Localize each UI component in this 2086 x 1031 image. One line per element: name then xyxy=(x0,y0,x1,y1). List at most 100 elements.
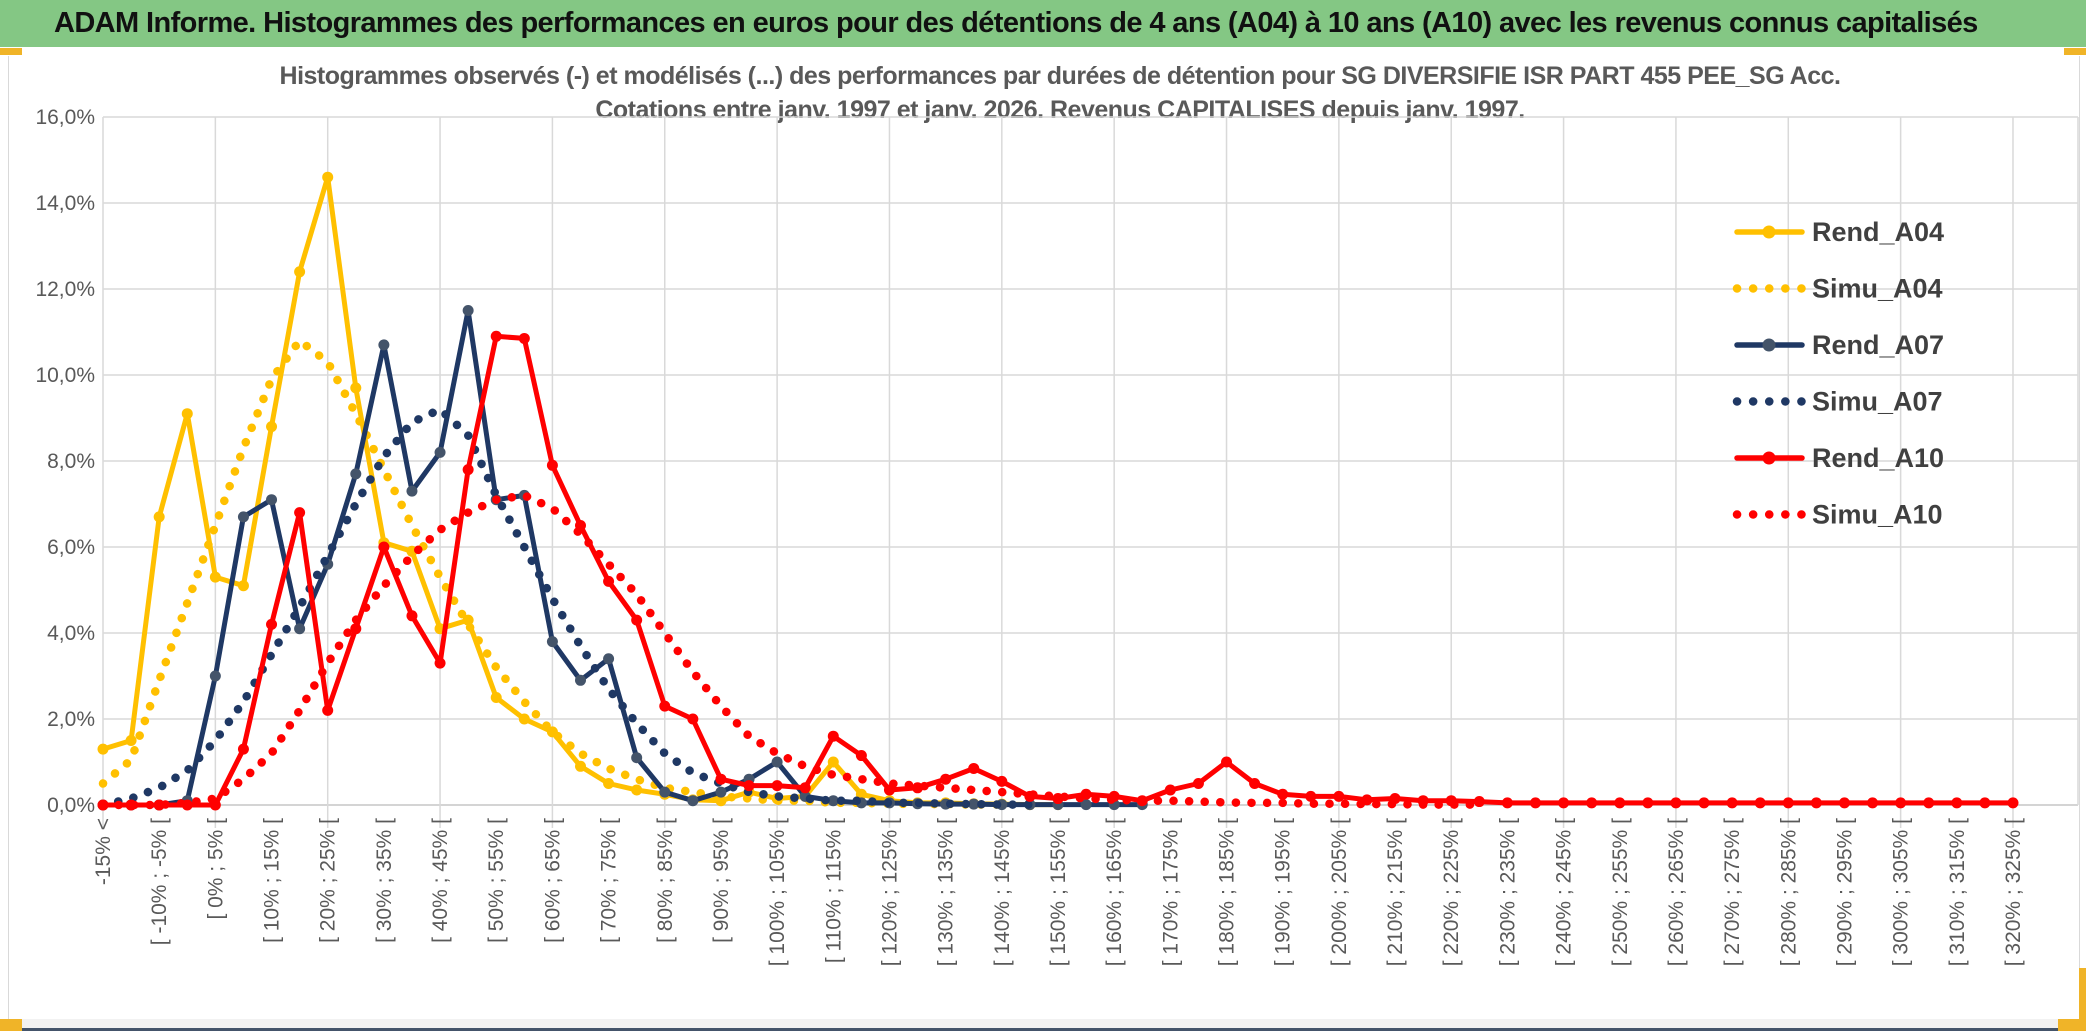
gold-accent-top-right xyxy=(2064,48,2086,55)
legend-label: Simu_A07 xyxy=(1812,387,1943,417)
x-tick-label: [ 170% ; 175% [ xyxy=(1159,818,1182,966)
x-tick-label: [ 180% ; 185% [ xyxy=(1216,818,1239,966)
data-point xyxy=(1726,797,1738,809)
data-point xyxy=(1923,797,1935,809)
x-tick-label: [ 310% ; 315% [ xyxy=(1946,818,1969,966)
x-tick-label: [ 260% ; 265% [ xyxy=(1665,818,1688,966)
data-point xyxy=(125,735,137,746)
y-tick-label: 12,0% xyxy=(35,278,95,301)
banner-gap xyxy=(0,47,2086,56)
series-Simu_A07 xyxy=(98,405,1035,810)
x-tick-label: [ 280% ; 285% [ xyxy=(1777,818,1800,966)
data-point xyxy=(659,786,671,798)
data-point xyxy=(350,468,362,480)
x-tick-label: [ 240% ; 245% [ xyxy=(1553,818,1576,966)
series-Simu_A10 xyxy=(98,491,1484,810)
x-axis-tick-labels: -15% < [ -10% ; -5% [[ 0% ; 5% [[ 10% ; 1… xyxy=(92,818,2025,966)
data-point xyxy=(574,674,586,686)
gold-accent-right-edge xyxy=(2079,968,2086,1031)
data-point xyxy=(322,704,334,716)
y-tick-label: 6,0% xyxy=(47,536,95,559)
data-point xyxy=(631,784,643,796)
x-tick-label: [ 220% ; 225% [ xyxy=(1440,818,1463,966)
data-point xyxy=(322,171,334,183)
series-Rend_A04 xyxy=(97,171,1064,811)
data-point xyxy=(631,614,643,626)
x-tick-label: [ 130% ; 135% [ xyxy=(935,818,958,966)
data-point xyxy=(603,575,615,587)
y-tick-label: 8,0% xyxy=(47,450,95,473)
data-point xyxy=(490,330,502,342)
data-point xyxy=(237,580,249,592)
data-point xyxy=(715,773,727,785)
x-tick-label: [ 250% ; 255% [ xyxy=(1609,818,1632,966)
data-point xyxy=(1670,797,1682,809)
x-tick-label: [ 320% ; 325% [ xyxy=(2002,818,2025,966)
x-tick-label: [ 70% ; 75% [ xyxy=(598,818,621,943)
data-point xyxy=(771,756,783,768)
data-point xyxy=(378,339,390,351)
data-point xyxy=(1473,796,1485,808)
data-point xyxy=(1501,797,1513,809)
x-tick-label: [ 0% ; 5% [ xyxy=(204,818,227,920)
data-point xyxy=(1979,797,1991,809)
data-point xyxy=(1305,790,1317,802)
data-point xyxy=(1782,797,1794,809)
data-point xyxy=(350,623,362,635)
data-point xyxy=(1951,797,1963,809)
data-point xyxy=(996,775,1008,787)
legend-label: Rend_A04 xyxy=(1812,217,1944,247)
data-point xyxy=(1333,790,1345,802)
y-axis-tick-labels: 0,0% 2,0% 4,0% 6,0% 8,0% 10,0% 12,0% 14,0% 16,0% xyxy=(35,106,95,817)
data-point xyxy=(237,511,249,523)
data-point xyxy=(490,692,502,703)
legend-item-Rend_A04: Rend_A04 xyxy=(1734,217,1944,247)
chart-frame xyxy=(8,56,2080,1020)
data-point xyxy=(462,305,474,316)
y-tick-label: 14,0% xyxy=(35,192,95,215)
data-point xyxy=(378,541,390,553)
data-point xyxy=(940,773,952,785)
data-point xyxy=(1642,797,1654,809)
legend-label: Simu_A04 xyxy=(1812,274,1943,304)
legend-marker-sample xyxy=(1762,225,1776,239)
data-point xyxy=(546,636,558,648)
x-tick-label: [ 140% ; 145% [ xyxy=(991,818,1014,966)
gold-accent-bottom-left xyxy=(0,1019,22,1031)
data-point xyxy=(827,795,839,807)
x-tick-label: [ 90% ; 95% [ xyxy=(710,818,733,943)
data-point xyxy=(827,730,839,742)
data-point xyxy=(1558,797,1570,809)
data-point xyxy=(181,408,193,420)
data-point xyxy=(968,798,980,810)
data-point xyxy=(518,332,530,344)
data-point xyxy=(1277,788,1289,800)
legend-item-Simu_A10: Simu_A10 xyxy=(1732,500,1943,530)
data-point xyxy=(462,464,474,476)
legend-label: Rend_A07 xyxy=(1812,330,1944,360)
data-point xyxy=(687,713,699,725)
data-point xyxy=(434,446,446,458)
data-point xyxy=(659,700,671,712)
data-point xyxy=(266,494,278,506)
data-point xyxy=(237,743,249,755)
x-tick-label: [ 80% ; 85% [ xyxy=(654,818,677,943)
legend-marker-sample xyxy=(1762,338,1776,352)
data-point xyxy=(153,511,165,523)
data-point xyxy=(771,780,783,792)
x-tick-label: [ 50% ; 55% [ xyxy=(485,818,508,943)
x-tick-label: [ 160% ; 165% [ xyxy=(1103,818,1126,966)
gold-accent-top-left xyxy=(0,48,22,55)
legend-label: Rend_A10 xyxy=(1812,443,1944,473)
data-point xyxy=(266,618,278,630)
y-tick-label: 0,0% xyxy=(47,794,95,817)
x-tick-label: [ 30% ; 35% [ xyxy=(373,818,396,943)
data-point xyxy=(1529,797,1541,809)
chart-title: Histogrammes observés (-) et modélisés (… xyxy=(279,62,1841,90)
data-point xyxy=(1586,797,1598,809)
data-point xyxy=(406,610,418,622)
chart-subtitle: Cotations entre janv. 1997 et janv. 2026… xyxy=(595,96,1525,124)
data-point xyxy=(631,752,643,764)
x-tick-label: [ 190% ; 195% [ xyxy=(1272,818,1295,966)
